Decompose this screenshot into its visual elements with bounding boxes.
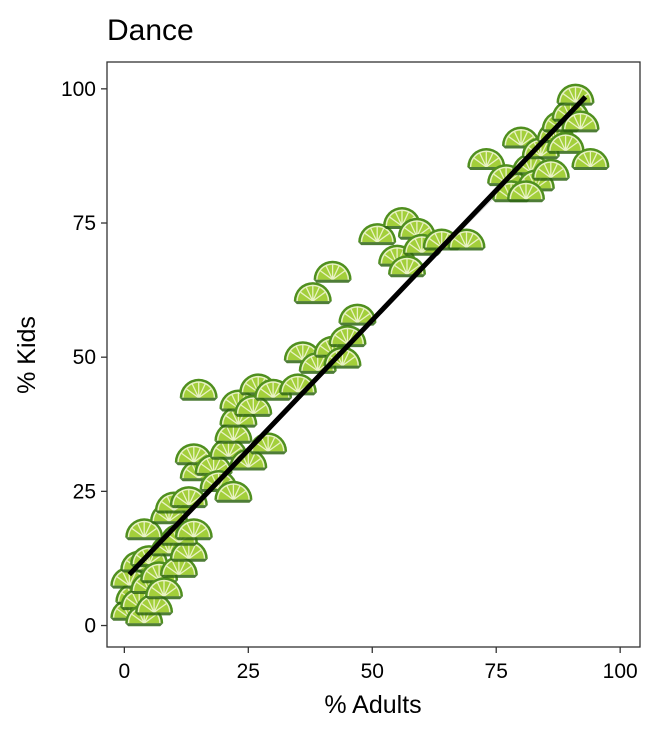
y-tick-label: 0 xyxy=(84,615,96,638)
x-axis-label: % Adults xyxy=(324,691,421,719)
x-tick-label: 75 xyxy=(485,660,508,683)
y-tick-label: 75 xyxy=(73,212,96,235)
y-axis-label: % Kids xyxy=(13,316,41,394)
chart-title: Dance xyxy=(107,14,194,47)
fit-line-layer xyxy=(127,95,588,577)
y-tick-label: 50 xyxy=(73,346,96,369)
x-tick-label: 100 xyxy=(603,660,638,683)
y-axis: 0 25 50 75 100 xyxy=(61,78,107,638)
y-tick-label: 100 xyxy=(61,78,96,101)
x-tick-label: 50 xyxy=(361,660,384,683)
y-tick-label: 25 xyxy=(73,480,96,503)
x-tick-label: 0 xyxy=(119,660,131,683)
x-tick-label: 25 xyxy=(237,660,260,683)
x-axis: 0 25 50 75 100 xyxy=(119,647,638,683)
fit-line xyxy=(127,95,588,577)
